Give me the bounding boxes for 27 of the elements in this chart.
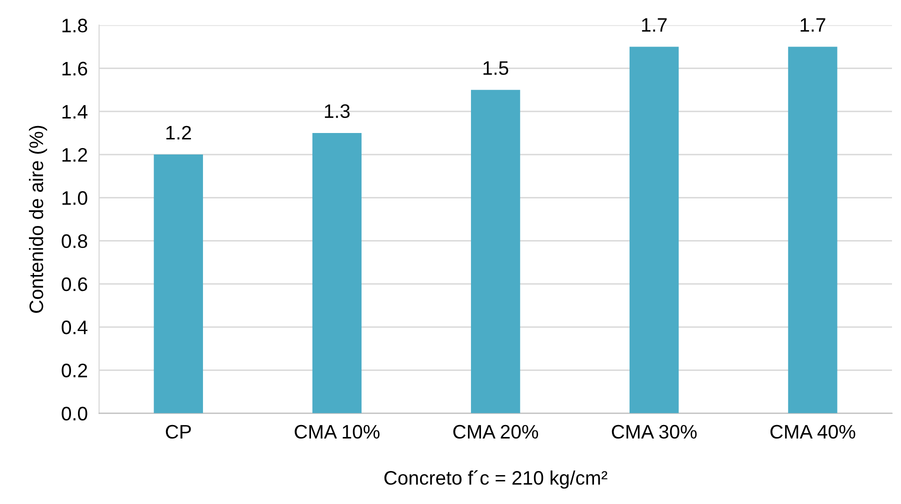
x-tick-label: CMA 30% — [612, 424, 697, 439]
y-tick-label: 1.0 — [62, 191, 88, 205]
data-label: 1.3 — [324, 104, 350, 118]
data-label: 1.5 — [484, 61, 508, 75]
y-tick-label: 0.6 — [62, 277, 88, 292]
x-tick-label: CP — [166, 424, 191, 439]
bar — [312, 133, 362, 414]
bar — [470, 90, 520, 414]
y-tick-label: 1.2 — [62, 148, 88, 162]
y-tick-label: 0.0 — [62, 406, 88, 421]
x-tick-label: CMA 40% — [770, 424, 856, 439]
y-tick-label: 0.4 — [62, 320, 88, 334]
y-tick-label: 1.6 — [62, 62, 88, 76]
x-axis-title: Concreto f´c = 210 kg/cm² — [384, 470, 608, 489]
bar — [154, 154, 203, 414]
bar — [788, 46, 838, 414]
data-label: 1.7 — [642, 18, 667, 32]
y-axis-title: Contenido de aire (%) — [28, 126, 48, 313]
x-tick-label: CMA 20% — [453, 424, 538, 439]
data-label: 1.2 — [166, 126, 191, 140]
y-tick-label: 1.4 — [62, 105, 88, 118]
y-tick-label: 0.8 — [62, 234, 88, 248]
y-tick-label: 0.2 — [62, 364, 88, 378]
data-label: 1.7 — [800, 18, 826, 32]
x-tick-label: CMA 10% — [294, 424, 380, 439]
y-tick-label: 1.8 — [62, 18, 88, 32]
bar — [630, 46, 679, 414]
